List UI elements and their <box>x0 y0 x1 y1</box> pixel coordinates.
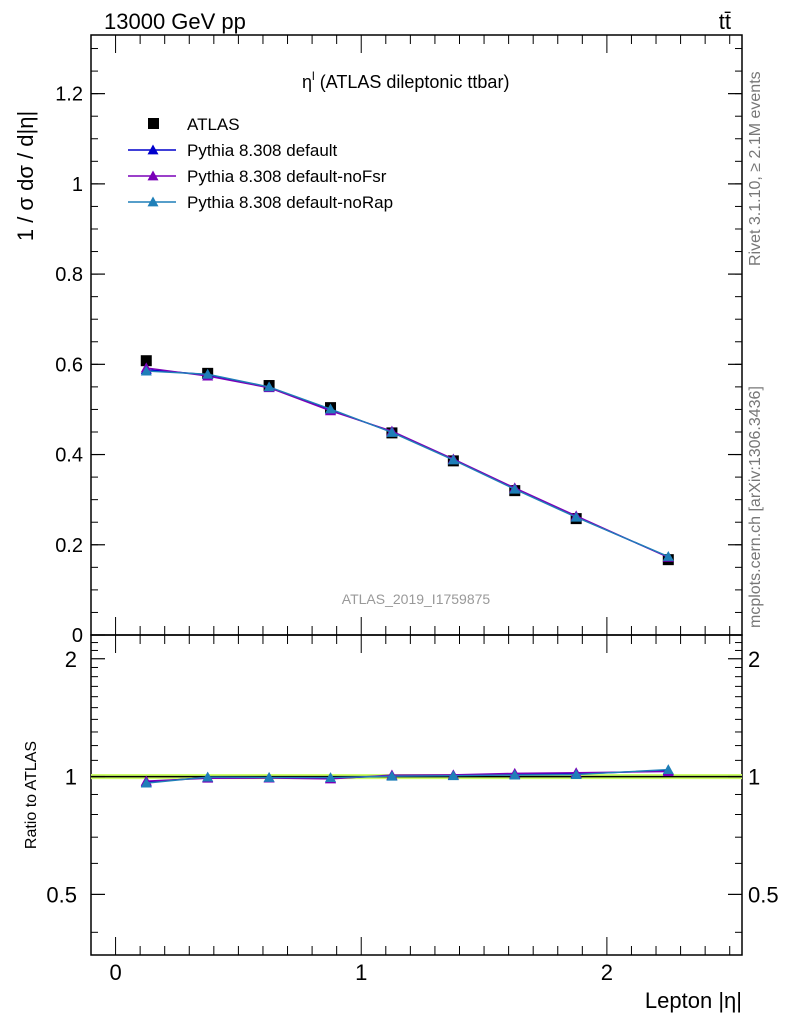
ratio-ylabel: Ratio to ATLAS <box>23 741 40 849</box>
legend-marker <box>148 118 159 129</box>
ratio-frame <box>90 634 743 956</box>
series-pythia-8-308-default-norap <box>140 365 674 561</box>
main-ytick-label: 0.6 <box>55 354 83 376</box>
series-marker <box>509 483 521 494</box>
legend-marker <box>147 196 159 207</box>
series-marker <box>570 511 582 522</box>
series-atlas <box>140 355 674 566</box>
source-label: mcplots.cern.ch [arXiv:1306.3436] <box>747 386 764 628</box>
main-ytick-label: 1 <box>72 174 83 196</box>
legend: ATLAS Pythia 8.308 default Pythia 8.308 de… <box>128 115 393 212</box>
main-ylabel: 1 / σ dσ / d|η| <box>13 111 38 241</box>
legend-label: Pythia 8.308 default <box>187 141 338 160</box>
series-marker <box>263 381 275 392</box>
main-panel: 0 0.2 0.4 0.6 0.8 1 1.2 ηl (ATLAS dileptonic t… <box>13 34 743 647</box>
ratio-marker <box>447 770 459 781</box>
main-title: ηl (ATLAS dileptonic ttbar) <box>302 69 509 92</box>
series-line <box>146 369 669 558</box>
energy-label: 13000 GeV pp <box>104 9 246 34</box>
ratio-marker <box>570 769 582 779</box>
main-ytick-label: 0.4 <box>55 445 83 467</box>
legend-item: Pythia 8.308 default <box>128 141 338 160</box>
main-ytick-label: 0.8 <box>55 264 83 286</box>
ratio-marker <box>202 771 214 782</box>
ratio-marker <box>325 772 337 782</box>
series-pythia-8-308-default <box>140 364 674 562</box>
ratio-xlabel: Lepton |η| <box>645 988 742 1013</box>
ratio-marker <box>662 764 674 774</box>
ratio-series <box>140 764 674 788</box>
legend-label: Pythia 8.308 default-noRap <box>187 193 393 212</box>
ratio-ytick-label-right: 1 <box>748 765 760 790</box>
main-ytick-label: 1.2 <box>55 84 83 106</box>
ratio-xtick-label: 1 <box>355 960 367 985</box>
main-ytick-label: 0.2 <box>55 535 83 557</box>
rivet-label: Rivet 3.1.10, ≥ 2.1M events <box>747 71 764 266</box>
ratio-xtick-label: 0 <box>109 960 121 985</box>
series-marker <box>386 426 398 437</box>
main-axes: 0 0.2 0.4 0.6 0.8 1 1.2 <box>55 35 742 647</box>
series-marker <box>202 368 214 379</box>
ratio-ytick-label-right: 0.5 <box>748 882 779 907</box>
series-marker <box>447 454 459 465</box>
series-line <box>146 367 669 559</box>
ratio-marker <box>509 769 521 780</box>
process-label: tt̄ <box>719 9 731 34</box>
ratio-ytick-label-right: 2 <box>748 647 760 672</box>
data-point <box>140 355 152 367</box>
legend-item: Pythia 8.308 default-noFsr <box>128 167 387 186</box>
main-ytick-label: 0 <box>72 625 83 647</box>
legend-marker <box>147 170 159 181</box>
legend-label: Pythia 8.308 default-noFsr <box>187 167 387 186</box>
legend-item: ATLAS <box>148 115 240 134</box>
legend-marker <box>147 144 159 155</box>
ratio-xtick-label: 2 <box>601 960 613 985</box>
ratio-marker <box>140 777 152 788</box>
ratio-panel: 0.5 0.5 1 1 2 2 0 1 2 Ratio to ATLAS Lepton |η| <box>23 634 779 1013</box>
ratio-series-pythia-8-308-default-norap <box>140 764 674 788</box>
ratio-ytick-label: 0.5 <box>46 882 77 907</box>
series-marker <box>140 365 152 376</box>
legend-item: Pythia 8.308 default-noRap <box>128 193 393 212</box>
ratio-marker <box>386 770 398 781</box>
legend-label: ATLAS <box>187 115 240 134</box>
ratio-axes: 0.5 0.5 1 1 2 2 0 1 2 <box>46 635 779 985</box>
series-marker <box>662 551 674 561</box>
watermark: ATLAS_2019_I1759875 <box>342 591 491 607</box>
ratio-ytick-label: 2 <box>65 647 77 672</box>
series-marker <box>325 403 337 414</box>
series-pythia-8-308-default-nofsr <box>140 362 674 562</box>
ratio-ytick-label: 1 <box>65 765 77 790</box>
series-line <box>146 370 669 558</box>
main-series <box>140 355 674 566</box>
ratio-marker <box>263 771 275 782</box>
